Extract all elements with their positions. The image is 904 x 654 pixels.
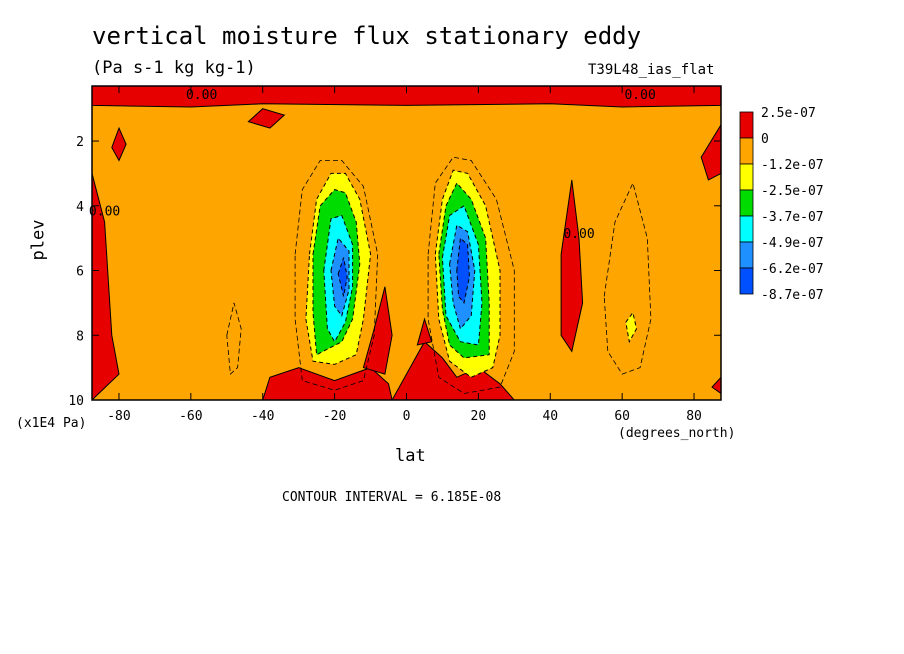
contour-label-2: 0.00: [89, 204, 120, 219]
contour-region-positive-right-top: [700, 123, 721, 181]
contour-region-small-yellow-right: [625, 311, 638, 344]
colorbar-label: -1.2e-07: [761, 158, 824, 173]
x-tick-label: -20: [323, 409, 346, 424]
contour-interval: CONTOUR INTERVAL = 6.185E-08: [282, 490, 502, 505]
colorbar-label: -6.2e-07: [761, 262, 824, 277]
x-tick-label: -80: [107, 409, 130, 424]
x-axis-label: lat: [395, 446, 426, 466]
contour-label-layer: 0.00 0.00 0.00 0.00: [89, 88, 656, 242]
y-tick-label: 10: [68, 394, 84, 409]
chart-title: vertical moisture flux stationary eddy: [92, 22, 642, 50]
y-tick-label: 4: [76, 200, 84, 215]
x-tick-label: 0: [403, 409, 411, 424]
colorbar-swatch: [739, 215, 754, 243]
x-axis: -80 -60 -40 -20 0 20 40 60 80: [107, 86, 702, 424]
colorbar-swatch: [739, 189, 754, 217]
colorbar-swatch: [739, 241, 754, 269]
contour-label-1: 0.00: [624, 88, 655, 103]
x-tick-label: 40: [542, 409, 558, 424]
dashed-contour-0: [294, 160, 379, 391]
contour-region-nh-level-5: [456, 237, 470, 305]
colorbar-label: 0: [761, 132, 769, 147]
x-axis-units: (degrees_north): [618, 426, 736, 441]
contour-line-layer: [226, 156, 652, 394]
contour-region-positive-right-column: [560, 179, 584, 353]
contour-label-0: 0.00: [186, 88, 217, 103]
contour-region-positive-small-left: [111, 126, 127, 162]
y-tick-label: 6: [76, 265, 84, 280]
run-label: T39L48_ias_flat: [588, 62, 715, 78]
contour-region-positive-center-column: [362, 286, 393, 375]
contour-region-positive-top-band: [92, 86, 721, 108]
plot-background: [92, 86, 721, 400]
plot-area: 0.00 0.00 0.00 0.00: [89, 85, 722, 401]
contour-region-positive-blob-nh-top: [247, 108, 286, 129]
x-tick-label: -60: [179, 409, 202, 424]
contour-label-3: 0.00: [563, 227, 594, 242]
colorbar-swatch: [739, 137, 754, 165]
contour-region-positive-center-small: [416, 317, 433, 346]
y-axis: 2 4 6 8 10: [68, 135, 721, 409]
colorbar-label: 2.5e-07: [761, 106, 816, 121]
colorbar-label: -4.9e-07: [761, 236, 824, 251]
colorbar-label: -3.7e-07: [761, 210, 824, 225]
colorbar: 2.5e-07 0 -1.2e-07 -2.5e-07 -3.7e-07 -4.9e-07…: [739, 106, 824, 303]
dashed-contour-2: [226, 302, 242, 375]
contour-region-positive-right-bottom: [711, 376, 721, 395]
contour-region-positive-bottom-center: [391, 340, 515, 400]
contour-region-positive-left-edge: [92, 173, 120, 400]
colorbar-swatch: [739, 267, 754, 295]
contour-fill-layer: [92, 86, 721, 400]
colorbar-swatch: [739, 163, 754, 191]
dashed-contour-1: [427, 156, 515, 394]
y-axis-units: (x1E4 Pa): [16, 416, 87, 431]
colorbar-swatch: [739, 111, 754, 139]
contour-region-positive-bottom-left: [262, 367, 393, 400]
x-tick-label: 60: [614, 409, 630, 424]
contour-region-sh-level-5: [337, 257, 348, 297]
dashed-contour-3: [603, 181, 652, 375]
x-tick-label: 20: [471, 409, 487, 424]
x-tick-label: 80: [686, 409, 702, 424]
chart-units: (Pa s-1 kg kg-1): [92, 58, 256, 78]
y-tick-label: 2: [76, 135, 84, 150]
colorbar-label: -8.7e-07: [761, 288, 824, 303]
colorbar-label: -2.5e-07: [761, 184, 824, 199]
x-tick-label: -40: [251, 409, 274, 424]
y-tick-label: 8: [76, 329, 84, 344]
